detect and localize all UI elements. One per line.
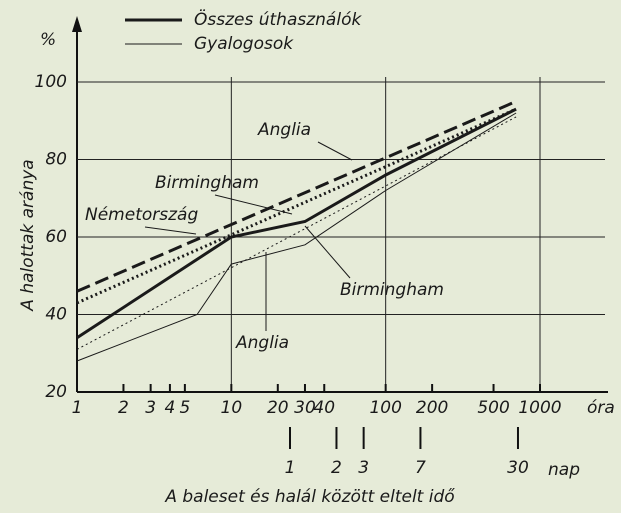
- y-tick-label: 20: [45, 382, 67, 402]
- y-tick-label: 80: [45, 150, 67, 170]
- y-axis-label: A halottak aránya: [18, 159, 38, 311]
- series-line: [76, 107, 517, 340]
- annotation-leader: [304, 225, 351, 279]
- series-annotation: Anglia: [235, 333, 289, 353]
- x-tick-label: 40: [313, 398, 335, 418]
- day-tick-label: 1: [285, 458, 296, 478]
- day-tick-label: 30: [507, 458, 529, 478]
- y-tick-label: 40: [45, 305, 67, 325]
- x-tick-label: 3: [145, 398, 156, 418]
- series-line: [76, 112, 517, 362]
- annotation-leader: [317, 141, 353, 161]
- x-tick-label: 4: [165, 398, 176, 418]
- x-tick-label: 10: [221, 398, 243, 418]
- y-axis-arrow: [72, 16, 82, 32]
- day-unit: nap: [548, 460, 580, 480]
- x-tick-label: 5: [179, 398, 190, 418]
- x-tick-label: 2: [118, 398, 129, 418]
- x-tick-label: 30: [294, 398, 316, 418]
- legend-label: Gyalogosok: [194, 34, 294, 54]
- x-tick-label: 100: [369, 398, 401, 418]
- day-tick-label: 2: [331, 458, 342, 478]
- x-tick-label: 500: [477, 398, 509, 418]
- series-annotation: Anglia: [257, 120, 311, 140]
- day-tick-label: 7: [415, 458, 426, 478]
- x-tick-label: 1: [72, 398, 83, 418]
- x-tick-label: 20: [267, 398, 289, 418]
- series-annotation: Németország: [85, 205, 198, 225]
- x-unit: óra: [587, 398, 615, 418]
- y-unit: %: [40, 30, 56, 50]
- y-tick-label: 100: [35, 72, 67, 92]
- x-tick-label: 200: [416, 398, 448, 418]
- x-tick-label: 1000: [518, 398, 561, 418]
- legend-label: Összes úthasználók: [194, 8, 362, 30]
- day-tick-label: 3: [358, 458, 369, 478]
- y-tick-label: 60: [45, 227, 67, 247]
- annotation-leader: [144, 226, 197, 235]
- series-annotation: Birmingham: [340, 280, 444, 300]
- x-axis-label: A baleset és halál között eltelt idő: [164, 487, 455, 507]
- series-annotation: Birmingham: [155, 173, 259, 193]
- annotation-leader: [214, 194, 293, 215]
